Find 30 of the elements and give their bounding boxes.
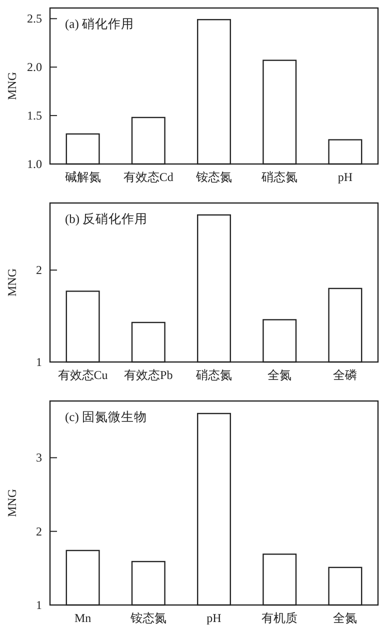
y-tick-label: 2.0 [27, 60, 42, 74]
y-tick-label: 2 [36, 263, 42, 278]
x-tick-label: 有效态Cu [58, 368, 108, 382]
x-tick-label: 铵态氮 [129, 611, 166, 625]
x-tick-label: 硝态氮 [195, 368, 232, 382]
y-axis-title: MNG [5, 488, 19, 518]
x-tick-label: 硝态氮 [260, 170, 298, 184]
y-axis-title: MNG [5, 268, 19, 297]
x-tick-label: 有机质 [262, 611, 298, 625]
y-tick-label: 1.0 [27, 157, 42, 171]
y-tick-label: 2.5 [27, 12, 42, 26]
text: (a) 硝化作用 [65, 17, 134, 31]
x-tick-label: 碱解氮 [64, 170, 101, 184]
y-tick-label: 1 [36, 355, 42, 369]
x-tick-label: pH [206, 611, 222, 625]
y-tick-label: 1.5 [27, 108, 42, 123]
y-tick-label: 2 [36, 524, 42, 538]
x-tick-label: Mn [74, 611, 92, 625]
x-tick-label: 有效态Cd [123, 170, 174, 184]
x-tick-label: 全氮 [268, 368, 292, 382]
x-tick-label: 全氮 [333, 611, 358, 625]
y-axis-title: MNG [5, 72, 19, 100]
x-tick-label: pH [338, 170, 353, 184]
y-tick-label: 1 [36, 598, 42, 612]
text: (c) 固氮微生物 [65, 410, 147, 424]
x-tick-label: 全磷 [333, 368, 358, 382]
y-tick-label: 3 [36, 450, 42, 465]
x-tick-label: 有效态Pb [124, 368, 173, 382]
x-tick-label: 铵态氮 [195, 170, 232, 184]
text: (b) 反硝化作用 [65, 212, 148, 226]
